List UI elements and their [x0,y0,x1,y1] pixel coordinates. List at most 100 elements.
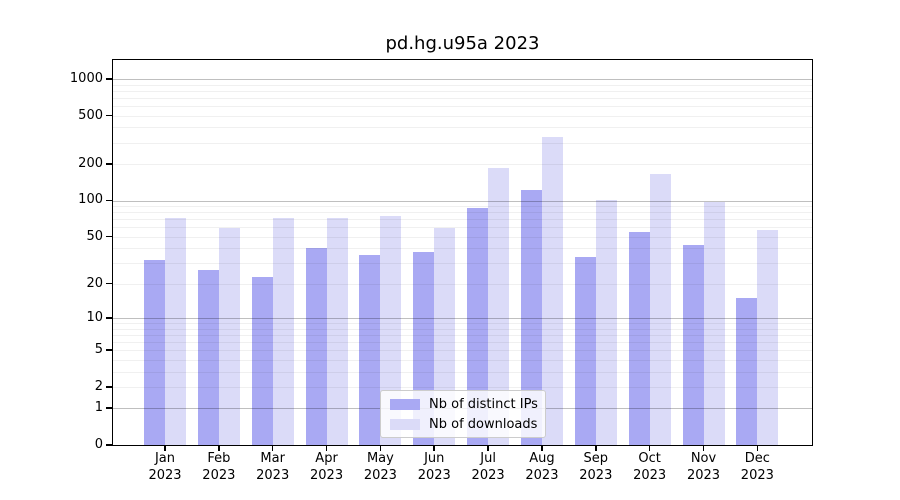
gridline-major-100 [113,200,812,202]
gridline-minor-50 [113,236,812,238]
gridline-minor-4 [113,359,812,361]
gridline-minor-9 [113,323,812,324]
legend-row-distinct-ips: Nb of distinct IPs [390,397,538,412]
x-tick-label-may: May 2023 [345,450,415,484]
x-tick-year: 2023 [686,468,721,483]
gridline-minor-900 [113,84,812,86]
x-tick-label-sep: Sep 2023 [561,450,631,484]
y-tick-mark-50 [106,235,112,238]
bar-nb-of-distinct-ips-jul [467,208,489,445]
x-tick-month: Aug [529,451,555,466]
x-tick-label-dec: Dec 2023 [722,450,792,484]
x-tick-month: Sep [583,451,609,466]
x-tick-month: Mar [260,451,285,466]
y-tick-label-50: 50 [86,228,103,244]
x-tick-month: Oct [638,451,661,466]
x-tick-mark-oct [648,446,651,451]
y-tick-mark-200 [106,163,112,165]
gridline-minor-90 [113,206,812,207]
bar-nb-of-downloads-feb [218,228,240,445]
x-tick-mark-jul [487,446,489,451]
bar-nb-of-distinct-ips-feb [197,270,219,445]
x-tick-month: Jun [424,451,445,466]
gridline-minor-70 [113,219,812,221]
x-tick-label-jul: Jul 2023 [453,450,523,484]
x-tick-month: May [366,451,394,466]
y-tick-mark-1 [106,407,112,410]
gridline-minor-200 [113,164,812,165]
x-tick-mark-aug [541,446,543,451]
bar-nb-of-distinct-ips-may [359,255,381,445]
y-tick-label-2: 2 [94,378,103,394]
gridline-minor-7 [113,334,812,336]
bar-nb-of-distinct-ips-mar [251,276,273,445]
bar-nb-of-distinct-ips-apr [305,248,327,445]
x-tick-label-jun: Jun 2023 [399,450,469,484]
y-tick-mark-2 [106,385,112,388]
x-tick-mark-feb [218,446,220,451]
bar-nb-of-downloads-jan [165,218,186,445]
x-tick-mark-jan [164,446,166,451]
legend-swatch-downloads [390,418,420,430]
x-tick-year: 2023 [310,468,344,483]
legend: Nb of distinct IPs Nb of downloads [380,390,546,438]
x-tick-mark-mar [271,446,274,451]
gridline-minor-6 [113,341,812,343]
bar-nb-of-downloads-jul [488,168,510,445]
y-tick-label-500: 500 [78,107,103,123]
bar-nb-of-downloads-apr [326,218,348,445]
x-tick-year: 2023 [471,468,505,483]
chart-title: pd.hg.u95a 2023 [385,33,540,54]
y-tick-label-200: 200 [78,156,103,171]
gridline-minor-800 [113,90,812,92]
gridline-minor-8 [113,328,812,330]
gridline-minor-30 [113,263,812,265]
plot-area: Nb of distinct IPs Nb of downloads [113,60,812,445]
x-tick-label-apr: Apr 2023 [292,450,362,484]
bar-nb-of-distinct-ips-nov [682,244,704,445]
bar-nb-of-downloads-sep [595,200,617,445]
bar-nb-of-distinct-ips-dec [736,298,758,445]
bar-nb-of-distinct-ips-sep [574,256,596,445]
x-tick-month: Apr [315,451,338,466]
x-tick-year: 2023 [363,468,397,483]
legend-row-downloads: Nb of downloads [390,416,538,432]
x-tick-mark-apr [325,446,328,451]
gridline-minor-60 [113,227,812,229]
bar-nb-of-distinct-ips-oct [628,231,650,445]
gridline-minor-500 [113,115,812,117]
x-tick-year: 2023 [579,468,613,483]
bar-nb-of-downloads-may [380,216,402,445]
bar-nb-of-downloads-aug [541,136,563,445]
x-tick-month: Feb [207,451,231,466]
x-tick-mark-sep [595,446,597,451]
gridline-minor-300 [113,142,812,144]
y-tick-label-5: 5 [94,342,103,358]
x-tick-mark-jun [433,446,436,451]
bar-nb-of-downloads-mar [272,217,294,445]
gridline-minor-400 [113,127,812,129]
x-tick-year: 2023 [633,468,667,483]
gridline-minor-700 [113,97,812,99]
y-tick-label-0: 0 [94,437,103,452]
x-tick-label-mar: Mar 2023 [238,450,308,484]
x-tick-year: 2023 [417,468,451,483]
y-tick-label-10: 10 [86,309,103,325]
x-tick-month: Jan [154,451,176,466]
x-tick-label-aug: Aug 2023 [507,450,577,484]
x-tick-year: 2023 [202,468,236,483]
x-tick-mark-may [379,446,382,451]
y-tick-mark-20 [106,282,112,285]
y-tick-label-1000: 1000 [69,70,103,86]
y-tick-mark-0 [106,444,112,446]
gridline-major-1000 [113,78,812,80]
gridline-minor-20 [113,283,812,285]
bar-nb-of-downloads-oct [649,174,671,445]
x-tick-month: Nov [690,451,717,466]
gridline-major-10 [113,318,812,319]
legend-label-downloads: Nb of downloads [429,416,538,432]
legend-swatch-distinct-ips [390,398,420,410]
x-tick-year: 2023 [740,468,774,483]
gridline-minor-80 [113,212,812,214]
gridline-minor-600 [113,106,812,107]
